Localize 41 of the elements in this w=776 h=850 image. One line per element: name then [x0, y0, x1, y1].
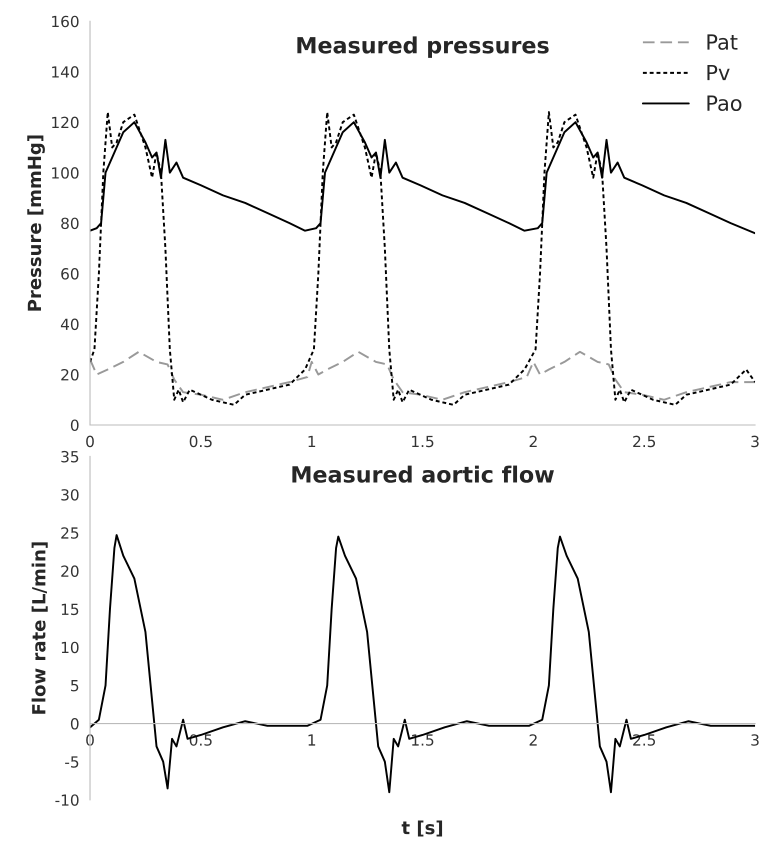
y-tick-label: 0 [70, 419, 79, 432]
x-tick-label: 1.5 [412, 436, 434, 448]
y-tick-label: 25 [61, 527, 78, 539]
x-tick-label: 1.5 [412, 734, 434, 746]
y-tick-label: 0 [70, 718, 79, 730]
chart-title: Measured aortic flow [292, 466, 554, 483]
y-tick-label: 80 [61, 218, 79, 230]
x-tick-label: 0 [86, 436, 94, 448]
y-tick-label: 100 [52, 167, 79, 179]
y-tick-label: -10 [55, 794, 79, 806]
y-tick-label: 160 [52, 16, 79, 28]
line-series [90, 350, 756, 401]
y-axis-title: Pressure [mmHg] [27, 136, 45, 311]
x-tick-label: 1 [308, 734, 316, 746]
x-tick-label: 0.5 [190, 436, 212, 448]
x-tick-label: 3 [751, 734, 759, 746]
x-tick-label: 3 [751, 436, 759, 448]
x-tick-label: 2.5 [633, 436, 656, 448]
legend-label: Pv [707, 64, 730, 80]
x-tick-label: 2 [530, 734, 537, 746]
y-tick-label: -5 [65, 756, 78, 768]
y-tick-label: 10 [62, 642, 79, 654]
y-axis-title: Flow rate [L/min] [32, 542, 48, 714]
y-tick-label: 5 [71, 680, 78, 692]
line-series [90, 111, 756, 406]
legend-label: Pat [707, 34, 738, 50]
legend-label: Pao [707, 96, 742, 112]
y-tick-label: 15 [62, 604, 78, 616]
x-tick-label: 2.5 [633, 734, 656, 746]
x-tick-label: 1 [308, 436, 316, 448]
y-tick-label: 30 [61, 489, 79, 501]
x-tick-label: 2 [530, 436, 537, 448]
x-axis-title: t [s] [402, 820, 442, 837]
y-tick-label: 20 [61, 565, 79, 577]
y-tick-label: 20 [61, 368, 79, 381]
y-tick-label: 140 [52, 66, 79, 78]
text: Measured pressures [297, 36, 549, 58]
y-tick-label: 35 [61, 450, 78, 462]
y-tick-label: 120 [52, 116, 79, 128]
y-tick-label: 40 [60, 318, 79, 330]
y-tick-label: 60 [61, 268, 79, 280]
